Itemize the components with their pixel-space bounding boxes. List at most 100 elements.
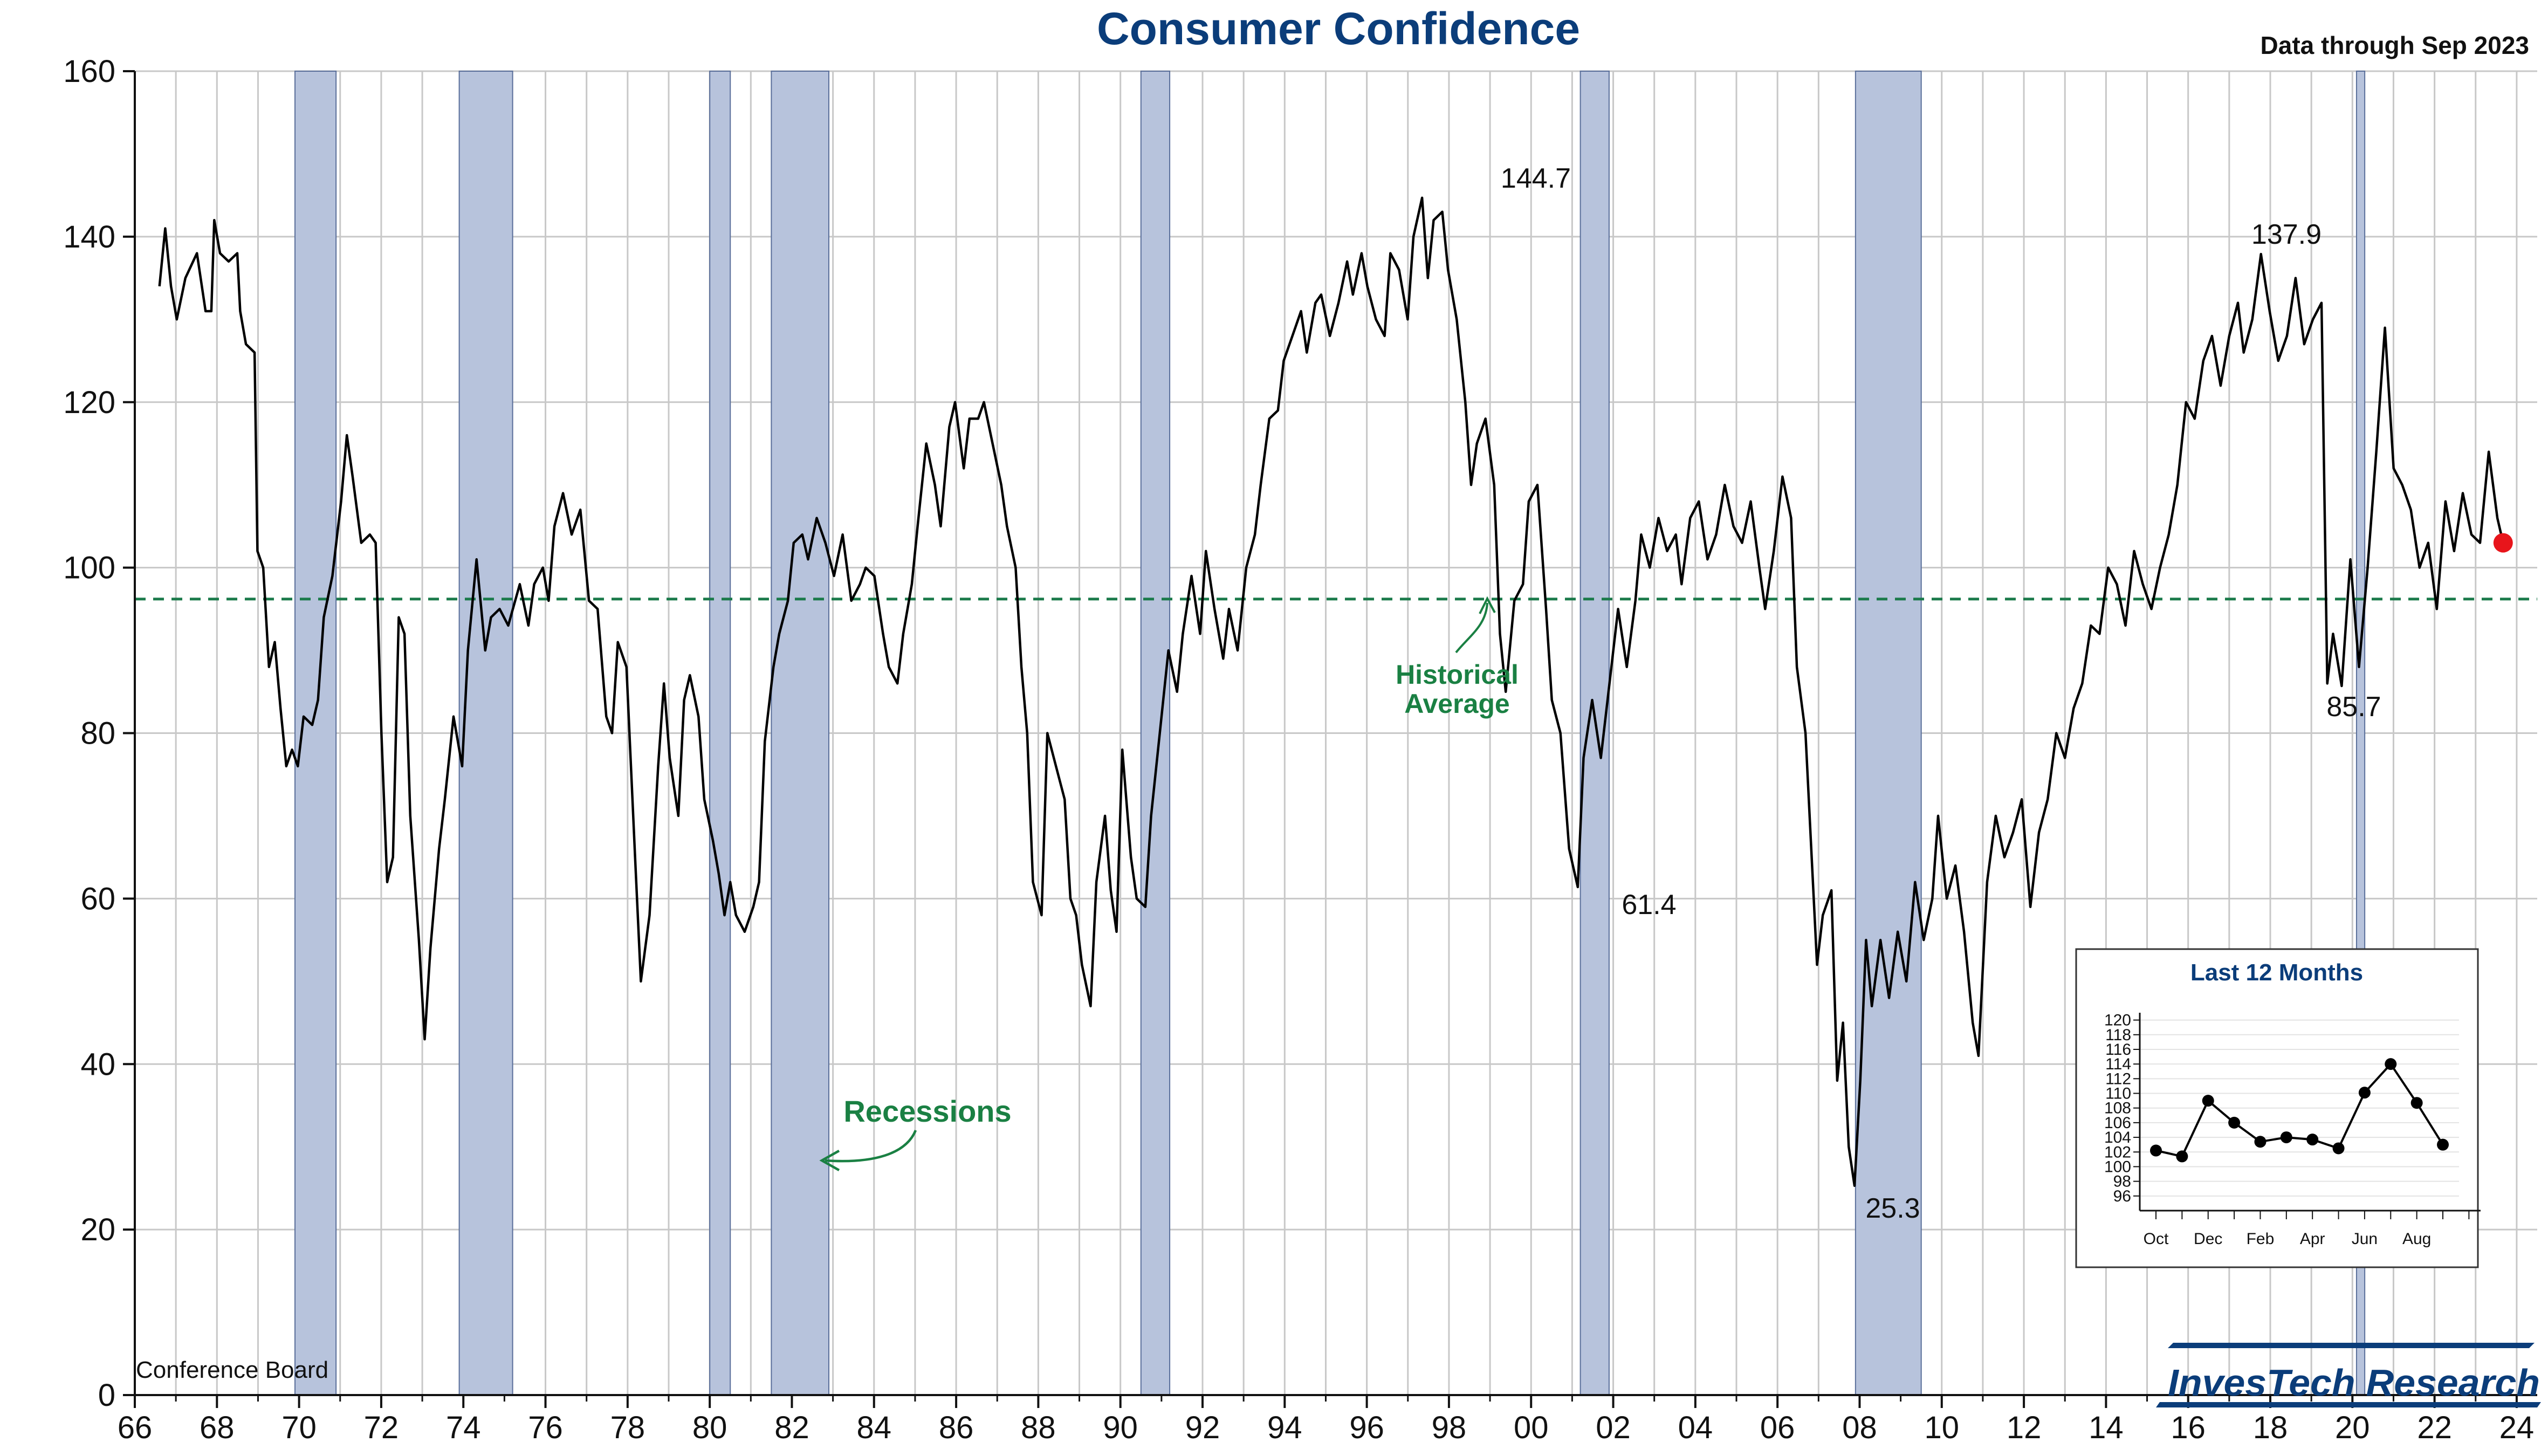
investech-logo: InvesTech Research (2156, 1343, 2541, 1407)
inset-gridlines (2140, 1019, 2459, 1197)
inset-point (2437, 1138, 2449, 1151)
y-tick-label: 100 (63, 551, 115, 586)
inset-point (2280, 1131, 2292, 1144)
x-tick-label: 74 (446, 1410, 481, 1445)
inset-y-tick-label: 102 (2104, 1143, 2131, 1161)
historical-average-label-line2: Average (1404, 689, 1509, 719)
x-tick-label: 96 (1349, 1410, 1384, 1445)
y-tick-label: 140 (63, 219, 115, 255)
chart-title: Consumer Confidence (1097, 3, 1580, 54)
x-tick-label: 10 (1925, 1410, 1960, 1445)
inset-point (2358, 1087, 2371, 1099)
x-tick-label: 66 (118, 1410, 153, 1445)
inset-x-tick-label: Jun (2352, 1230, 2378, 1248)
x-tick-label: 18 (2253, 1410, 2288, 1445)
y-tick-label: 40 (80, 1047, 115, 1082)
inset-point (2150, 1144, 2162, 1157)
inset-y-tick-label: 106 (2104, 1114, 2131, 1132)
inset-point (2176, 1150, 2188, 1163)
logo-underline (2156, 1402, 2541, 1407)
x-tick-label: 20 (2335, 1410, 2370, 1445)
logo-swoosh (2168, 1343, 2535, 1348)
x-tick-label: 16 (2171, 1410, 2206, 1445)
inset-y-tick-label: 98 (2113, 1173, 2131, 1191)
inset-point (2254, 1136, 2267, 1148)
x-tick-label: 02 (1596, 1410, 1631, 1445)
recession-bands (294, 71, 2366, 1396)
inset-x-tick-label: Oct (2144, 1230, 2169, 1248)
inset-x-tick-label: Apr (2300, 1230, 2325, 1248)
inset-series-line (2155, 1062, 2444, 1158)
peak-trough-labels: 144.7 61.4 25.3 137.9 85.7 (1501, 163, 2381, 1224)
x-tick-label: 22 (2417, 1410, 2452, 1445)
historical-average-label-line1: Historical (1396, 660, 1519, 690)
inset-y-tick-label: 96 (2113, 1187, 2131, 1205)
recession-band (1855, 71, 1922, 1396)
x-tick-label: 88 (1021, 1410, 1056, 1445)
x-tick-label: 24 (2499, 1410, 2535, 1445)
x-tick-label: 82 (774, 1410, 809, 1445)
recession-band (458, 71, 513, 1396)
recession-band (771, 71, 830, 1396)
inset-y-tick-label: 120 (2104, 1012, 2131, 1029)
x-tick-label: 70 (281, 1410, 317, 1445)
logo-text: InvesTech Research (2168, 1362, 2540, 1404)
inset-point (2332, 1142, 2345, 1155)
x-tick-label: 72 (364, 1410, 399, 1445)
inset-point (2306, 1134, 2319, 1146)
y-tick-label: 60 (80, 881, 115, 916)
historical-average-arrowhead (1479, 596, 1496, 614)
inset-point (2385, 1058, 2397, 1070)
inset-point (2228, 1116, 2241, 1129)
annotation-label: 61.4 (1622, 889, 1676, 921)
x-tick-label: 90 (1103, 1410, 1138, 1445)
consumer-confidence-series (158, 196, 2504, 1187)
x-tick-label: 08 (1842, 1410, 1877, 1445)
x-tick-label: 98 (1432, 1410, 1467, 1445)
historical-average-arrow (1455, 602, 1488, 654)
annotation-label: 144.7 (1501, 163, 1571, 194)
x-tick-label: 84 (857, 1410, 892, 1445)
x-tick-label: 80 (692, 1410, 727, 1445)
recessions-arrowhead (819, 1150, 840, 1171)
inset-y-tick-label: 116 (2105, 1041, 2131, 1059)
inset-y-tick-label: 114 (2105, 1055, 2131, 1073)
inset-y-tick-label: 112 (2105, 1070, 2131, 1088)
last-12-months-inset: Last 12 Months 9698100102104106108110112… (2075, 948, 2481, 1268)
inset-y-tick-label: 100 (2104, 1158, 2131, 1176)
x-tick-label: 86 (939, 1410, 974, 1445)
x-tick-label: 04 (1678, 1410, 1713, 1445)
inset-points (2150, 1058, 2449, 1163)
y-tick-label: 120 (63, 385, 115, 420)
inset-y-tick-label: 118 (2105, 1026, 2131, 1044)
x-tick-label: 76 (528, 1410, 563, 1445)
recession-band (709, 71, 731, 1396)
y-tick-label: 0 (98, 1378, 115, 1413)
inset-y-tick-label: 108 (2104, 1100, 2131, 1117)
x-tick-label: 68 (200, 1410, 235, 1445)
y-tick-label: 160 (63, 54, 115, 89)
y-tick-label: 80 (80, 716, 115, 751)
x-tick-label: 12 (2007, 1410, 2042, 1445)
inset-x-tick-label: Dec (2194, 1230, 2222, 1248)
x-tick-label: 78 (610, 1410, 645, 1445)
inset-point (2202, 1095, 2214, 1107)
gridlines (135, 70, 2537, 1396)
annotation-label: 25.3 (1865, 1193, 1920, 1224)
recessions-arrow (825, 1130, 917, 1163)
annotation-label: 85.7 (2326, 691, 2381, 723)
data-through-label: Data through Sep 2023 (2261, 31, 2529, 59)
y-tick-label: 20 (80, 1212, 115, 1247)
inset-point (2410, 1097, 2423, 1109)
recession-band (1140, 71, 1171, 1396)
inset-x-tick-label: Aug (2402, 1230, 2431, 1248)
x-tick-label: 94 (1267, 1410, 1302, 1445)
inset-y-tick-label: 104 (2104, 1129, 2131, 1146)
inset-title: Last 12 Months (2190, 959, 2363, 986)
annotation-label: 137.9 (2251, 219, 2322, 250)
x-tick-label: 06 (1760, 1410, 1795, 1445)
inset-y-tick-label: 110 (2105, 1085, 2131, 1103)
